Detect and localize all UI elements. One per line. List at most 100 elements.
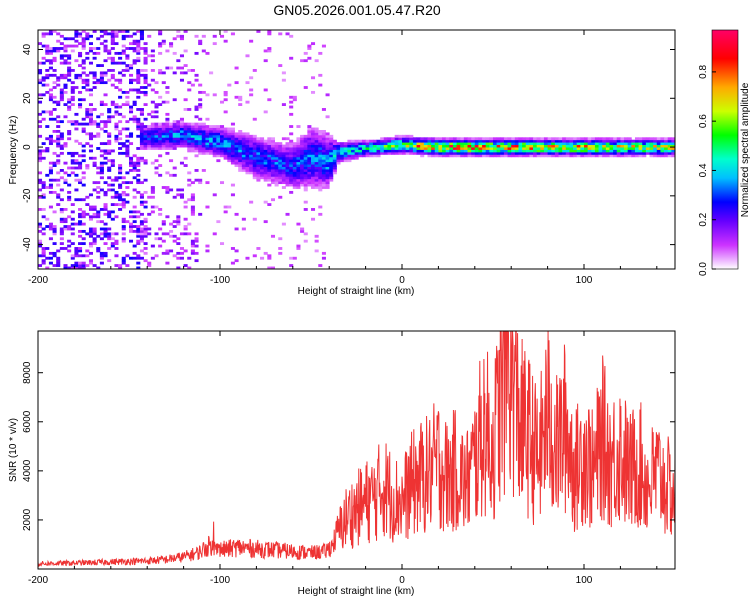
- heatmap-cell: [503, 137, 508, 141]
- heatmap-cell: [452, 149, 457, 153]
- heatmap-cell: [303, 159, 308, 163]
- heatmap-cell: [136, 169, 141, 172]
- heatmap-cell: [169, 137, 174, 141]
- heatmap-cell: [307, 129, 312, 133]
- heatmap-cell: [45, 69, 50, 72]
- heatmap-cell: [543, 149, 548, 153]
- heatmap-cell: [92, 232, 97, 236]
- heatmap-cell: [158, 137, 163, 141]
- heatmap-cell: [431, 139, 436, 143]
- heatmap-cell: [245, 142, 250, 146]
- heatmap-cell: [496, 147, 501, 150]
- heatmap-cell: [129, 256, 134, 260]
- heatmap-cell: [45, 51, 50, 55]
- heatmap-cell: [154, 127, 159, 131]
- heatmap-cell: [70, 203, 75, 206]
- heatmap-cell: [238, 154, 243, 158]
- heatmap-cell: [74, 251, 79, 255]
- heatmap-cell: [176, 127, 181, 131]
- heatmap-cell: [183, 108, 188, 111]
- heatmap-cell: [536, 142, 541, 146]
- heatmap-cell: [56, 125, 61, 128]
- heatmap-cell: [474, 154, 479, 158]
- heatmap-cell: [118, 105, 123, 109]
- heatmap-cell: [303, 59, 308, 63]
- heatmap-cell: [59, 56, 64, 60]
- heatmap-cell: [442, 139, 447, 143]
- heatmap-cell: [114, 134, 119, 138]
- heatmap-cell: [110, 244, 115, 248]
- heatmap-cell: [325, 181, 330, 185]
- heatmap-cell: [99, 127, 104, 131]
- heatmap-cell: [573, 142, 578, 146]
- heatmap-cell: [190, 122, 195, 126]
- heatmap-cell: [281, 149, 286, 153]
- heatmap-cell: [489, 144, 494, 148]
- heatmap-cell: [59, 61, 64, 65]
- heatmap-cell: [660, 151, 665, 155]
- heatmap-cell: [270, 151, 275, 155]
- heatmap-cell: [529, 151, 534, 155]
- heatmap-cell: [620, 142, 625, 146]
- heatmap-cell: [569, 139, 574, 143]
- heatmap-cell: [656, 144, 661, 148]
- heatmap-cell: [594, 149, 599, 153]
- heatmap-cell: [190, 137, 195, 141]
- heatmap-cell: [107, 183, 112, 187]
- heatmap-cell: [591, 147, 596, 150]
- heatmap-cell: [332, 144, 337, 148]
- heatmap-cell: [292, 178, 297, 182]
- heatmap-cell: [78, 247, 83, 250]
- heatmap-cell: [99, 120, 104, 124]
- heatmap-cell: [139, 32, 144, 36]
- heatmap-cell: [645, 137, 650, 141]
- heatmap-cell: [260, 161, 265, 165]
- heatmap-cell: [223, 139, 228, 143]
- heatmap-cell: [121, 232, 126, 236]
- heatmap-cell: [311, 208, 316, 211]
- heatmap-cell: [303, 156, 308, 160]
- heatmap-cell: [620, 137, 625, 141]
- heatmap-cell: [176, 34, 181, 38]
- heatmap-cell: [536, 147, 541, 150]
- heatmap-cell: [136, 122, 141, 126]
- heatmap-cell: [198, 122, 203, 126]
- heatmap-cell: [325, 139, 330, 143]
- heatmap-cell: [139, 220, 144, 224]
- heatmap-cell: [664, 139, 669, 143]
- heatmap-cell: [314, 144, 319, 148]
- heatmap-cell: [285, 147, 290, 150]
- heatmap-cell: [56, 139, 61, 143]
- heatmap-cell: [63, 47, 68, 50]
- heatmap-cell: [59, 242, 64, 246]
- heatmap-cell: [307, 142, 312, 146]
- heatmap-cell: [289, 142, 294, 146]
- heatmap-cell: [103, 190, 108, 194]
- heatmap-cell: [525, 151, 530, 155]
- heatmap-cell: [194, 239, 199, 243]
- heatmap-cell: [540, 142, 545, 146]
- heatmap-cell: [107, 176, 112, 180]
- heatmap-cell: [103, 32, 108, 36]
- heatmap-cell: [402, 149, 407, 153]
- heatmap-cell: [289, 105, 294, 109]
- heatmap-cell: [285, 212, 290, 216]
- heatmap-cell: [103, 205, 108, 209]
- heatmap-cell: [96, 220, 101, 224]
- heatmap-cell: [110, 37, 115, 41]
- heatmap-cell: [311, 169, 316, 172]
- heatmap-cell: [107, 110, 112, 114]
- heatmap-cell: [634, 137, 639, 141]
- heatmap-cell: [212, 93, 217, 97]
- heatmap-cell: [423, 139, 428, 143]
- heatmap-cell: [212, 154, 217, 158]
- heatmap-cell: [256, 142, 261, 146]
- heatmap-cell: [296, 169, 301, 172]
- heatmap-cell: [92, 164, 97, 167]
- heatmap-cell: [671, 154, 675, 158]
- heatmap-cell: [536, 151, 541, 155]
- heatmap-cell: [580, 147, 585, 150]
- heatmap-cell: [409, 149, 414, 153]
- heatmap-cell: [52, 81, 57, 85]
- heatmap-cell: [147, 34, 152, 38]
